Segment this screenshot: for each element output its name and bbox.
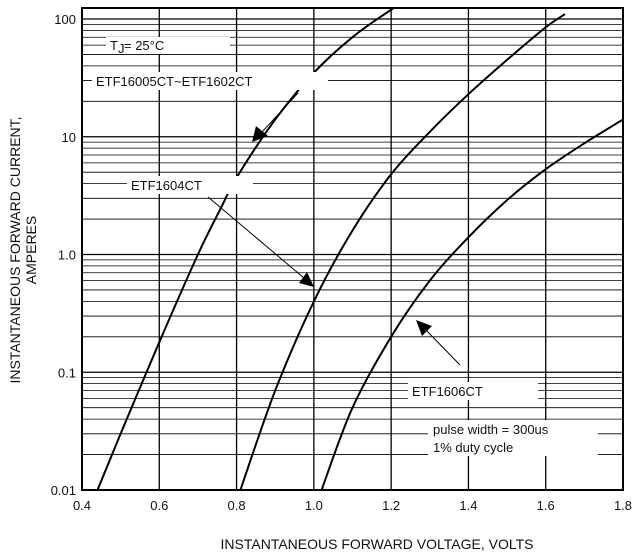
tick-labels: 0.4 0.6 0.8 1.0 1.2 1.4 1.6 1.8 0.01 0.1 1.0 10 100 bbox=[51, 12, 632, 513]
x-tick-label: 1.6 bbox=[537, 498, 555, 513]
pulse-width-text: pulse width = 300us bbox=[433, 422, 549, 437]
temperature-subscript: J bbox=[118, 41, 125, 56]
x-tick-label: 1.4 bbox=[459, 498, 477, 513]
temperature-label: T J = 25°C bbox=[106, 37, 230, 56]
y-axis-title: INSTANTANEOUS FORWARD CURRENT, AMPERES bbox=[7, 116, 39, 383]
series-curve-2 bbox=[239, 13, 566, 490]
x-tick-label: 1.0 bbox=[305, 498, 323, 513]
series-label-etf1606ct-text: ETF1606CT bbox=[412, 384, 483, 399]
series-curve-3 bbox=[320, 118, 623, 490]
series-label-etf16005ct-text: ETF16005CT~ETF1602CT bbox=[96, 74, 252, 89]
temperature-symbol: T bbox=[110, 38, 118, 53]
y-tick-label: 100 bbox=[54, 12, 76, 27]
y-axis-title-line2: AMPERES bbox=[23, 216, 39, 284]
arrow-etf1606ct bbox=[416, 320, 461, 366]
duty-cycle-text: 1% duty cycle bbox=[433, 440, 513, 455]
y-tick-label: 1.0 bbox=[58, 248, 76, 263]
pulse-note: pulse width = 300us 1% duty cycle bbox=[428, 420, 598, 456]
series-label-etf1604ct: ETF1604CT bbox=[127, 176, 253, 194]
x-tick-label: 1.2 bbox=[382, 498, 400, 513]
x-tick-label: 1.8 bbox=[614, 498, 632, 513]
series-label-etf1604ct-text: ETF1604CT bbox=[131, 178, 202, 193]
arrow-etf1604ct bbox=[207, 196, 314, 287]
series-label-etf16005ct: ETF16005CT~ETF1602CT bbox=[92, 72, 328, 90]
arrow-etf16005ct bbox=[252, 92, 299, 142]
y-tick-label: 0.1 bbox=[58, 365, 76, 380]
y-tick-label: 10 bbox=[62, 130, 76, 145]
series-label-etf1606ct: ETF1606CT bbox=[408, 382, 538, 400]
y-tick-label: 0.01 bbox=[51, 483, 76, 498]
x-axis-title: INSTANTANEOUS FORWARD VOLTAGE, VOLTS bbox=[221, 536, 534, 552]
y-axis-title-line1: INSTANTANEOUS FORWARD CURRENT, bbox=[7, 116, 23, 383]
temperature-value: = 25°C bbox=[124, 38, 164, 53]
x-tick-label: 0.4 bbox=[73, 498, 91, 513]
x-tick-label: 0.6 bbox=[150, 498, 168, 513]
plot-frame bbox=[81, 7, 624, 491]
x-tick-label: 0.8 bbox=[228, 498, 246, 513]
